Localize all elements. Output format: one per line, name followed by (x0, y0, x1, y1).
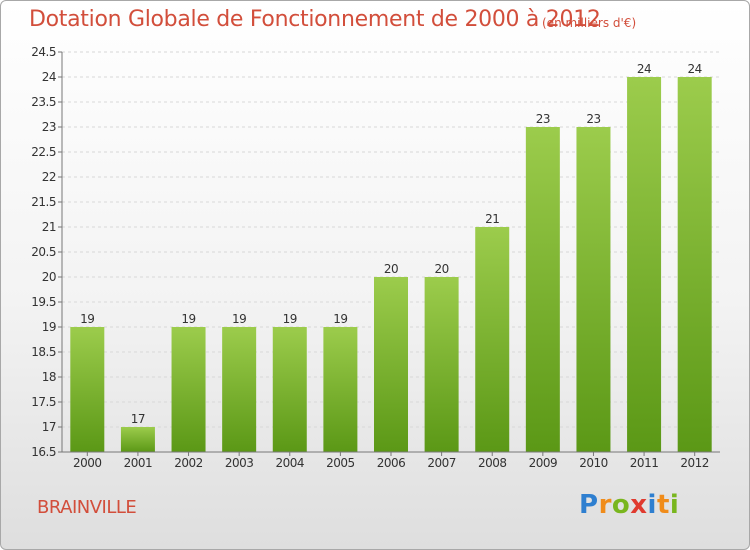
logo-letter: t (656, 490, 670, 520)
y-tick-label: 18 (42, 370, 56, 384)
x-tick-label: 2007 (427, 456, 456, 470)
proxiti-logo: Proxiti (579, 490, 679, 520)
y-tick-label: 24.5 (31, 45, 56, 59)
bar (627, 77, 662, 452)
x-tick-label: 2008 (478, 456, 507, 470)
data-label: 23 (536, 112, 550, 126)
data-label: 19 (283, 312, 297, 326)
bar (272, 327, 307, 452)
x-tick-label: 2009 (529, 456, 558, 470)
chart-subtitle: (en milliers d'€) (542, 16, 637, 30)
bar (576, 127, 611, 452)
data-label: 19 (232, 312, 246, 326)
y-tick-label: 17.5 (31, 395, 56, 409)
bar (171, 327, 206, 452)
x-tick-label: 2003 (225, 456, 254, 470)
bar (677, 77, 712, 452)
x-tick-label: 2010 (579, 456, 608, 470)
logo-letter: P (579, 490, 599, 520)
bars (70, 77, 712, 452)
data-label: 20 (384, 262, 398, 276)
data-label: 17 (131, 412, 145, 426)
logo-letter: o (611, 490, 631, 520)
y-tick-label: 19 (42, 320, 56, 334)
y-tick-label: 18.5 (31, 345, 56, 359)
y-tick-label: 23.5 (31, 95, 56, 109)
y-tick-label: 22 (42, 170, 56, 184)
labels: 16.5 17 17.5 18 18.5 19 19.5 20 20.5 21 21.5 22 22.5… (31, 45, 709, 470)
x-tick-label: 2004 (275, 456, 304, 470)
logo-letter: i (647, 490, 657, 520)
y-tick-label: 21 (42, 220, 56, 234)
data-label: 24 (637, 62, 651, 76)
data-label: 19 (80, 312, 94, 326)
bar (374, 277, 408, 452)
x-tick-label: 2005 (326, 456, 355, 470)
data-label: 20 (434, 262, 448, 276)
x-tick-label: 2002 (174, 456, 203, 470)
data-label: 21 (485, 212, 499, 226)
y-tick-label: 24 (42, 70, 56, 84)
data-label: 19 (333, 312, 347, 326)
y-tick-label: 20 (42, 270, 56, 284)
y-tick-label: 20.5 (31, 245, 56, 259)
y-tick-label: 23 (42, 120, 56, 134)
bar (424, 277, 459, 452)
y-tick-label: 16.5 (31, 445, 56, 459)
y-tick-label: 19.5 (31, 295, 56, 309)
y-tick-label: 17 (42, 420, 56, 434)
bar (222, 327, 257, 452)
bar (525, 127, 560, 452)
bar (323, 327, 358, 452)
logo-letter: i (669, 490, 680, 520)
data-label: 23 (586, 112, 600, 126)
x-tick-label: 2012 (680, 456, 709, 470)
commune-name: BRAINVILLE (37, 497, 137, 518)
x-tick-label: 2006 (377, 456, 406, 470)
data-label: 24 (688, 62, 702, 76)
logo-letter: x (630, 490, 648, 520)
x-tick-label: 2000 (73, 456, 102, 470)
bar (120, 427, 155, 452)
y-tick-label: 22.5 (31, 145, 56, 159)
x-tick-label: 2001 (124, 456, 153, 470)
chart-title: Dotation Globale de Fonctionnement de 20… (29, 7, 601, 32)
data-label: 19 (181, 312, 195, 326)
x-tick-label: 2011 (630, 456, 659, 470)
logo-letter: r (598, 490, 612, 520)
axes (58, 51, 720, 456)
y-tick-label: 21.5 (31, 195, 56, 209)
bar (475, 227, 510, 452)
bar (70, 327, 105, 452)
